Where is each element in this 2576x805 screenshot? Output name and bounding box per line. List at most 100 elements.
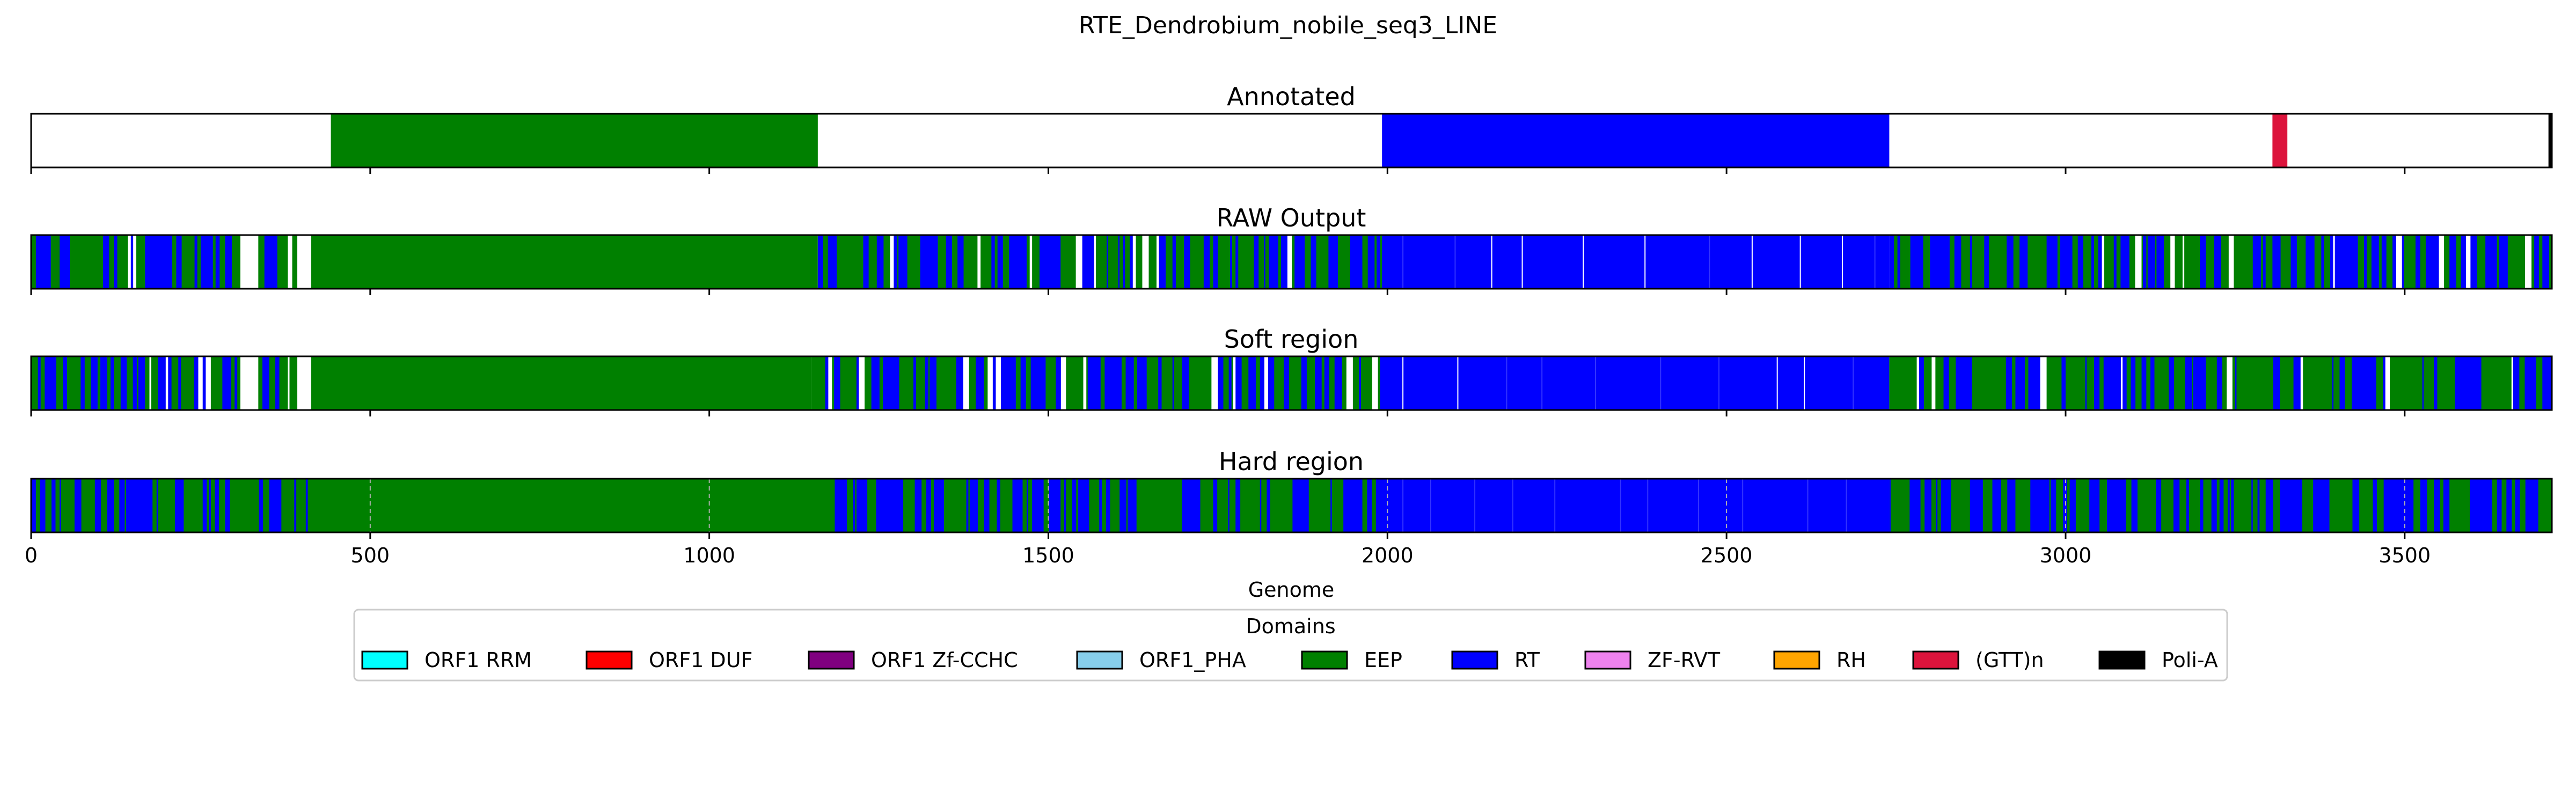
- domain-stripe: [2049, 479, 2051, 532]
- segment-seam: [1807, 479, 1809, 532]
- legend-swatch: [1301, 650, 1348, 670]
- domain-stripe: [1240, 479, 1248, 532]
- domain-stripe: [245, 479, 250, 532]
- domain-stripe: [2515, 479, 2521, 532]
- legend-swatch: [1584, 650, 1631, 670]
- domain-stripe: [1909, 356, 1917, 410]
- domain-stripe: [2251, 479, 2253, 532]
- domain-stripe: [1897, 235, 1901, 289]
- domain-stripe: [1940, 356, 1944, 410]
- domain-stripe: [128, 356, 131, 410]
- domain-stripe: [1932, 235, 1938, 289]
- track-title: RAW Output: [1217, 203, 1366, 232]
- domain-stripe: [1179, 356, 1183, 410]
- domain-stripe: [840, 356, 844, 410]
- domain-stripe: [1894, 356, 1898, 410]
- domain-stripe: [916, 356, 922, 410]
- domain-stripe: [159, 356, 166, 410]
- domain-stripe: [2120, 235, 2124, 289]
- domain-stripe: [2367, 235, 2372, 289]
- domain-stripe: [1072, 479, 1077, 532]
- domain-stripe: [233, 479, 240, 532]
- domain-stripe: [1889, 356, 1894, 410]
- domain-stripe: [2443, 479, 2450, 532]
- domain-stripe: [141, 479, 144, 532]
- domain-stripe: [1107, 235, 1109, 289]
- domain-stripe: [2434, 479, 2441, 532]
- domain-stripe: [1060, 235, 1066, 289]
- domain-stripe: [1095, 479, 1100, 532]
- track-frame: [30, 355, 2553, 411]
- domain-stripe: [2412, 356, 2415, 410]
- domain-stripe: [262, 356, 270, 410]
- domain-stripe: [79, 479, 82, 532]
- domain-stripe: [2177, 235, 2182, 289]
- domain-stripe: [901, 235, 908, 289]
- domain-stripe: [137, 479, 142, 532]
- domain-stripe: [2499, 235, 2504, 289]
- segment-seam: [1874, 235, 1876, 289]
- domain-stripe: [867, 479, 873, 532]
- domain-stripe: [2263, 235, 2266, 289]
- domain-stripe: [225, 235, 232, 289]
- domain-stripe: [103, 235, 109, 289]
- domain-stripe: [1378, 356, 1381, 410]
- domain-stripe: [2214, 235, 2218, 289]
- domain-stripe: [2308, 235, 2315, 289]
- domain-stripe: [100, 356, 108, 410]
- domain-stripe: [825, 356, 827, 410]
- domain-stripe: [297, 479, 304, 532]
- domain-stripe: [2158, 235, 2164, 289]
- domain-stripe: [2351, 235, 2359, 289]
- domain-stripe: [89, 356, 91, 410]
- domain-stripe: [107, 356, 111, 410]
- domain-stripe: [1308, 356, 1315, 410]
- domain-stripe: [811, 479, 818, 532]
- domain-stripe: [2015, 356, 2018, 410]
- domain-stripe: [2359, 479, 2367, 532]
- domain-stripe: [1917, 235, 1920, 289]
- tick-label: 0: [25, 544, 38, 567]
- domain-segment: [331, 114, 818, 167]
- domain-stripe: [138, 356, 145, 410]
- domain-stripe: [2419, 356, 2423, 410]
- domain-stripe: [1223, 479, 1228, 532]
- domain-stripe: [1151, 356, 1154, 410]
- domain-stripe: [114, 356, 121, 410]
- domain-stripe: [2449, 235, 2457, 289]
- domain-stripe: [2082, 356, 2086, 410]
- domain-stripe: [841, 479, 847, 532]
- segment-seam: [1521, 235, 1523, 289]
- domain-stripe: [871, 356, 875, 410]
- track-0: Annotated: [30, 82, 2553, 174]
- domain-stripe: [225, 479, 230, 532]
- domain-stripe: [1951, 479, 1958, 532]
- domain-stripe: [1254, 479, 1261, 532]
- domain-stripe: [2161, 479, 2167, 532]
- domain-stripe: [2193, 356, 2200, 410]
- domain-stripe: [2343, 356, 2346, 410]
- domain-stripe: [1174, 356, 1179, 410]
- domain-stripe: [950, 479, 954, 532]
- domain-stripe: [1984, 235, 1989, 289]
- domain-stripe: [156, 235, 161, 289]
- domain-stripe: [2208, 479, 2212, 532]
- domain-stripe: [2143, 235, 2145, 289]
- domain-stripe: [991, 235, 996, 289]
- track-frame: [30, 478, 2553, 533]
- domain-stripe: [1308, 479, 1315, 532]
- domain-stripe: [2416, 356, 2420, 410]
- domain-stripe: [2077, 235, 2084, 289]
- domain-stripe: [72, 235, 79, 289]
- domain-stripe: [2207, 356, 2214, 410]
- domain-stripe: [2306, 235, 2308, 289]
- domain-stripe: [926, 479, 928, 532]
- domain-stripe: [2259, 356, 2264, 410]
- domain-stripe: [828, 235, 832, 289]
- domain-stripe: [2194, 479, 2200, 532]
- domain-stripe: [166, 235, 170, 289]
- domain-stripe: [1121, 356, 1126, 410]
- domain-stripe: [876, 479, 883, 532]
- domain-stripe: [1136, 235, 1139, 289]
